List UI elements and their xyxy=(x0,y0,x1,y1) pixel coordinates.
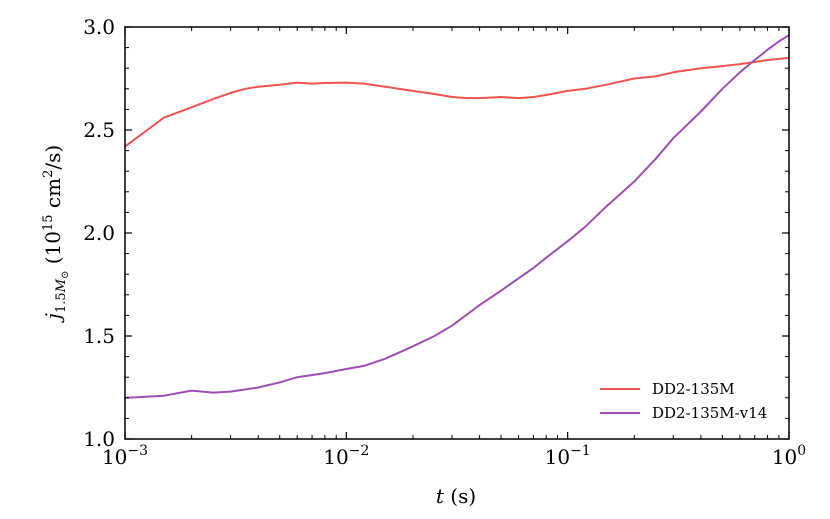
legend-label: DD2-135M-v14 xyxy=(652,404,767,422)
series-line-2 xyxy=(124,34,790,399)
x-axis-label: t (s) xyxy=(436,484,476,508)
x-tick-label: 100 xyxy=(772,443,806,469)
x-tick-label: 10−1 xyxy=(545,443,591,469)
y-tick-label: 1.0 xyxy=(83,427,115,451)
plot-frame xyxy=(124,26,790,440)
legend-label: DD2-135M xyxy=(652,380,735,398)
y-tick-label: 3.0 xyxy=(83,15,115,39)
x-tick-label: 10−2 xyxy=(323,443,369,469)
x-tick-label: 10−3 xyxy=(102,443,148,469)
y-tick-label: 2.5 xyxy=(83,118,115,142)
legend: DD2-135M DD2-135M-v14 xyxy=(600,380,767,422)
y-tick-label: 1.5 xyxy=(83,324,115,348)
y-tick-label: 2.0 xyxy=(83,221,115,245)
y-axis-label: j1.5M⊙ (1015 cm2/s) xyxy=(41,145,71,323)
series-line-1 xyxy=(124,56,790,148)
